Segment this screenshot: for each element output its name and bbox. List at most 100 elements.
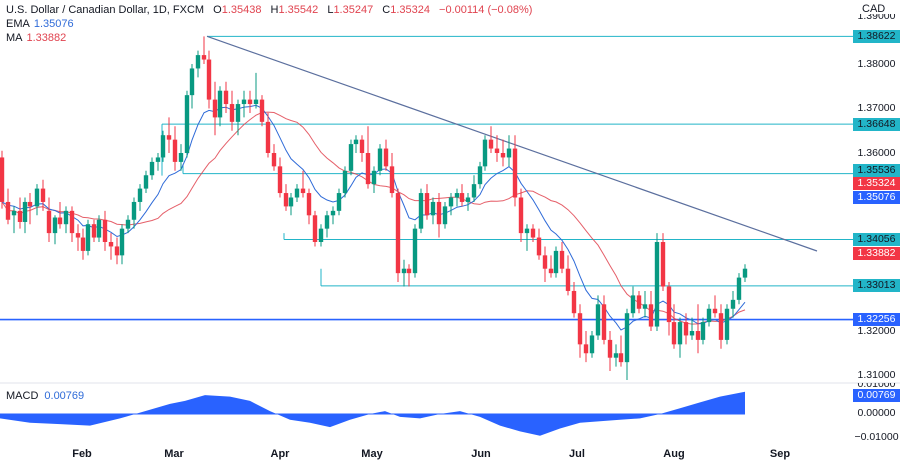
candle-down [565,255,571,296]
candle-up [471,175,477,202]
candle-body [201,55,207,60]
candle-up [613,344,619,367]
candle-down [69,206,75,242]
candle-body [565,268,571,291]
candle-body [265,121,271,153]
candle-up [149,157,155,180]
candle-body [389,166,395,194]
candle-down [223,81,229,113]
candle-down [718,304,724,349]
candle-up [294,184,300,202]
candle-body [683,322,689,336]
candle-body [377,148,383,171]
candle-down [500,139,506,167]
candle-up [724,304,730,345]
candle-body [477,166,483,185]
macd-value: 0.00769 [44,390,85,402]
candle-body [247,99,253,105]
candle-body [137,188,143,202]
ema-label: EMA [6,18,30,30]
candle-down [583,331,589,363]
candle-up [330,206,336,225]
ma-legend[interactable]: MA 1.33882 [6,31,66,45]
price-tick: 1.31000 [857,369,896,381]
candle-body [300,188,306,194]
candle-body [412,228,418,274]
candle-body [448,197,454,207]
candle-body [312,215,318,242]
candle-body [530,228,536,238]
candle-body [229,104,235,122]
candle-down [75,224,81,251]
time-label-may: May [361,448,383,460]
candle-down [229,90,235,131]
candle-body [306,193,312,216]
candle-body [465,197,471,202]
candle-down [359,135,365,162]
ema-legend[interactable]: EMA 1.35076 [6,17,74,31]
candle-body [666,286,672,323]
candle-body [160,135,166,158]
candle-body [206,59,212,100]
candle-up [454,188,460,207]
candle-body [17,210,23,222]
candle-down [265,112,271,158]
macd-tag: 0.00769 [853,389,900,402]
macd-legend[interactable]: MACD 0.00769 [6,390,84,402]
candle-body [253,99,259,105]
candle-up [318,224,324,247]
last-price-tag: 1.35324 [853,177,900,190]
macd-label: MACD [6,390,39,402]
candle-down [542,246,548,283]
candle-up [336,188,342,216]
candle-body [589,335,595,354]
candle-up [235,99,241,136]
high-label: H [270,4,279,16]
price-tick: 1.39000 [857,14,896,22]
candle-up [465,193,471,211]
candle-body [494,148,500,153]
candle-body [559,250,565,269]
candle-up [689,317,695,340]
candle-up [654,233,660,331]
candle-body [618,353,624,363]
price-tick: 1.36000 [857,147,896,159]
candle-up [412,224,418,278]
candle-body [283,193,289,207]
trendline-line [206,35,818,252]
candle-down [277,157,283,198]
candle-body [34,188,40,207]
candle-down [671,304,677,349]
candle-body [488,139,494,149]
level-tag: 1.35536 [853,164,900,177]
candle-body [671,322,677,345]
candle-body [131,201,137,220]
candle-down [559,242,565,274]
candle-up [677,317,683,358]
candle-down [648,290,654,331]
candle-up [34,184,40,216]
candle-down [108,233,114,260]
macd-tick: 0.01000 [857,383,896,389]
candle-down [530,224,536,242]
low-label: L [327,4,334,16]
candle-body [22,201,28,222]
change-value: −0.00114 (−0.08%) [439,4,533,16]
symbol-legend: U.S. Dollar / Canadian Dollar, 1D, FXCM … [6,3,532,17]
candle-down [91,219,97,242]
candle-body [288,197,294,207]
candle-body [624,313,630,363]
candle-body [436,201,442,225]
candle-body [114,246,120,256]
candle-down [406,264,412,287]
candle-up [137,184,143,211]
candle-body [359,139,365,153]
candle-body [46,210,52,234]
candle-body [742,268,748,278]
candle-up [143,170,149,194]
candle-down [683,313,689,345]
candle-body [348,144,354,171]
candle-body [324,215,330,229]
candle-body [700,322,706,340]
